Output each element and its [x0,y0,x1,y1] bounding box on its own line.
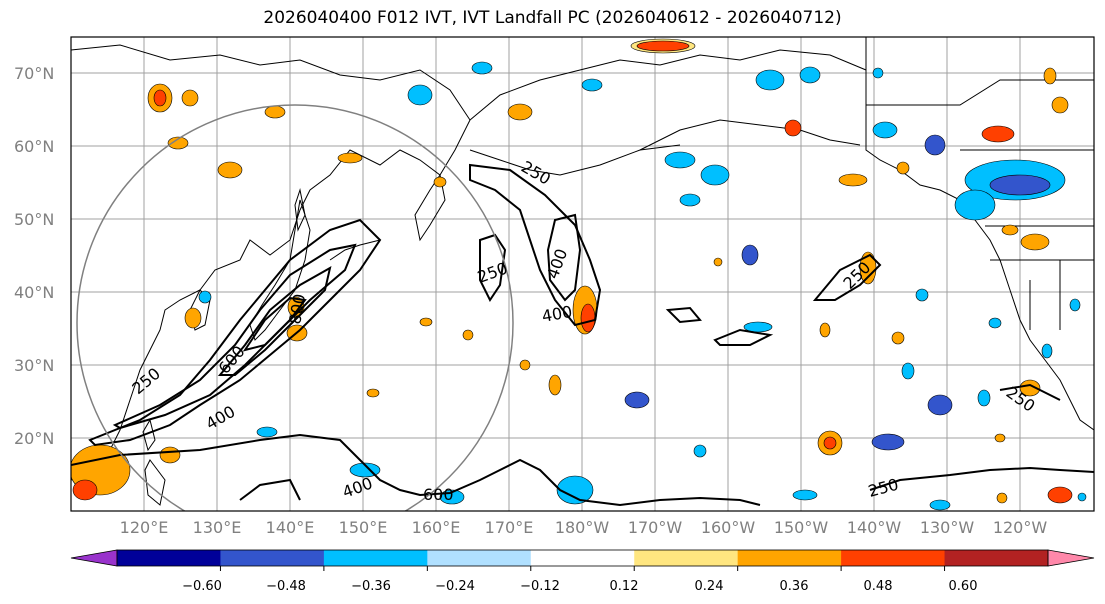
lon-label: 150°W [774,518,829,537]
colorbar-extend-low [70,549,118,567]
lon-label: 180°W [555,518,610,537]
lat-label: 40°N [14,283,54,302]
colorbar-extend-high [1047,549,1095,567]
lon-label: 170°E [485,518,534,537]
lat-label: 70°N [14,64,54,83]
negative-anomaly-patches [198,61,1087,511]
contour-labels: 250 250 250 250 250 400 400 400 400 600 … [128,157,1038,504]
colorbar-tick-label: 0.36 [780,579,809,594]
lon-label: 170°W [628,518,683,537]
coastlines [71,37,1094,506]
lat-label: 20°N [14,429,54,448]
colorbar-tick-labels: −0.60 −0.48 −0.36 −0.24 −0.12 0.12 0.24 … [182,579,977,594]
colorbar-tick-label: −0.60 [182,579,222,594]
colorbar-segment [841,550,946,566]
colorbar-outline [116,549,1049,567]
lon-label: 120°E [120,518,169,537]
landfall-region-circle [76,104,514,511]
lon-label: 160°E [412,518,461,537]
lon-label: 160°W [701,518,756,537]
colorbar-tick-label: 0.12 [610,579,639,594]
colorbar-tick-label: 0.48 [864,579,893,594]
colorbar-tick-label: −0.12 [520,579,560,594]
lon-label: 150°E [339,518,388,537]
ivt-contours [71,163,1094,507]
lon-label: 130°W [920,518,975,537]
colorbar-tick-label: −0.48 [266,579,306,594]
lon-label: 140°W [847,518,902,537]
colorbar-segment [427,550,532,566]
latitude-labels: 70°N 60°N 50°N 40°N 30°N 20°N [14,64,54,448]
longitude-labels: 120°E 130°E 140°E 150°E 160°E 170°E 180°… [120,518,1048,537]
colorbar-segment [323,550,428,566]
colorbar-tick-label: 0.24 [695,579,724,594]
map-frame [70,36,1095,512]
lat-label: 30°N [14,356,54,375]
colorbar-segment [737,550,842,566]
lat-label: 50°N [14,210,54,229]
map-title: 2026040400 F012 IVT, IVT Landfall PC (20… [263,8,842,28]
colorbar-segment [944,550,1049,566]
lon-label: 140°E [266,518,315,537]
colorbar [70,549,1095,571]
colorbar-segment [530,550,635,566]
lon-label: 130°E [193,518,242,537]
contour-label: 600 [423,485,454,504]
colorbar-tick-label: 0.60 [949,579,978,594]
colorbar-segment [220,550,325,566]
colorbar-tick-label: −0.24 [435,579,475,594]
positive-anomaly-patches [71,38,1073,504]
colorbar-segment [634,550,739,566]
colorbar-tick-label: −0.36 [351,579,391,594]
colorbar-segment [117,550,221,566]
lon-label: 120°W [993,518,1048,537]
lat-label: 60°N [14,137,54,156]
